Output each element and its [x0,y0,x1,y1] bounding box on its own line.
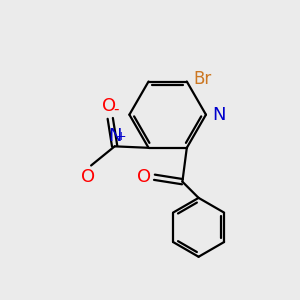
Text: +: + [116,130,127,143]
Text: N: N [212,106,226,124]
Text: O: O [81,168,95,186]
Text: -: - [113,101,119,116]
Text: O: O [137,168,151,186]
Text: N: N [108,127,122,145]
Text: O: O [102,97,116,115]
Text: Br: Br [193,70,212,88]
